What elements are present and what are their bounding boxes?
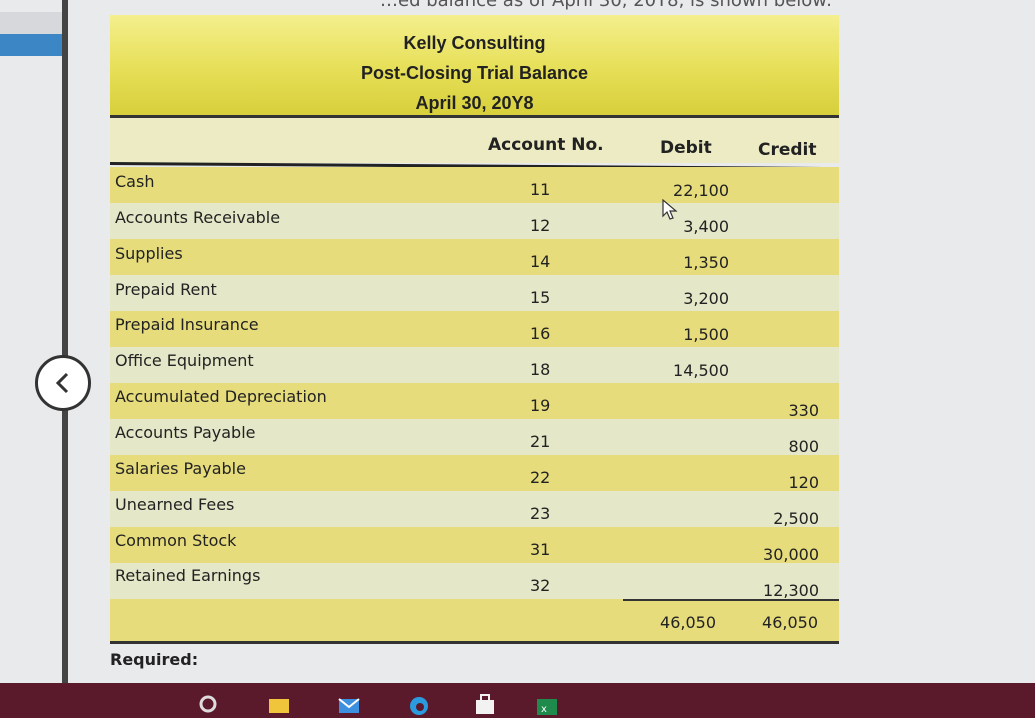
account-number: 23 <box>530 504 551 523</box>
table-row: Salaries Payable 22 120 <box>110 455 839 492</box>
credit-amount: 330 <box>788 401 819 420</box>
taskbar: x <box>0 683 1035 718</box>
column-header-debit: Debit <box>660 138 712 158</box>
debit-amount: 3,400 <box>683 217 729 236</box>
header-divider <box>110 115 839 118</box>
credit-amount: 12,300 <box>763 581 819 600</box>
account-name: Retained Earnings <box>115 566 261 586</box>
account-name: Prepaid Insurance <box>115 315 259 335</box>
table-header: Kelly Consulting Post-Closing Trial Bala… <box>110 15 839 115</box>
account-number: 22 <box>530 468 551 487</box>
table-row: Accumulated Depreciation 19 330 <box>110 383 839 420</box>
back-button[interactable] <box>35 355 91 411</box>
statement-date: April 30, 20Y8 <box>415 93 534 113</box>
account-name: Supplies <box>115 243 183 263</box>
table-row: Accounts Receivable 12 3,400 <box>110 203 839 239</box>
table-row: Common Stock 31 30,000 <box>110 527 839 564</box>
table-row: Office Equipment 18 14,500 <box>110 347 839 383</box>
table-row: Unearned Fees 23 2,500 <box>110 491 839 528</box>
company-name: Kelly Consulting <box>403 33 546 53</box>
debit-amount: 14,500 <box>673 361 729 380</box>
account-name: Accounts Payable <box>115 422 256 442</box>
account-name: Salaries Payable <box>115 458 246 478</box>
account-number: 21 <box>530 432 551 451</box>
total-debit: 46,050 <box>660 613 716 632</box>
account-number: 15 <box>530 288 551 307</box>
account-number: 16 <box>530 324 551 343</box>
account-name: Office Equipment <box>115 351 254 371</box>
file-explorer-icon[interactable] <box>268 693 290 715</box>
table-row: Supplies 14 1,350 <box>110 239 839 275</box>
account-number: 12 <box>530 216 551 235</box>
totals-row <box>110 599 839 643</box>
table-row: Prepaid Rent 15 3,200 <box>110 275 839 311</box>
total-credit: 46,050 <box>762 613 818 632</box>
account-number: 18 <box>530 360 551 379</box>
left-panel-bar <box>0 12 62 34</box>
debit-amount: 3,200 <box>683 289 729 308</box>
account-name: Unearned Fees <box>115 494 235 514</box>
account-number: 32 <box>530 576 551 595</box>
trial-balance-table: Kelly Consulting Post-Closing Trial Bala… <box>109 15 839 646</box>
account-number: 31 <box>530 540 551 559</box>
credit-amount: 30,000 <box>763 545 819 564</box>
debit-amount: 1,500 <box>683 325 729 344</box>
debit-amount: 1,350 <box>683 253 729 272</box>
required-label: Required: <box>110 650 199 669</box>
credit-amount: 120 <box>788 473 819 492</box>
account-number: 19 <box>530 396 551 415</box>
statement-title: Post-Closing Trial Balance <box>360 63 589 83</box>
left-panel-divider <box>62 0 68 690</box>
excel-icon[interactable]: x <box>536 693 558 715</box>
account-name: Prepaid Rent <box>115 279 217 299</box>
search-icon[interactable] <box>197 693 219 715</box>
instruction-text: …ed balance as of April 30, 20Y8, is sho… <box>380 0 833 11</box>
totals-top-rule <box>623 599 839 601</box>
account-name: Cash <box>115 172 155 191</box>
store-icon[interactable] <box>474 693 496 715</box>
table-row: Cash 11 22,100 <box>110 167 839 203</box>
account-name: Accumulated Depreciation <box>115 387 327 407</box>
account-number: 14 <box>530 252 551 271</box>
table-row: Prepaid Insurance 16 1,500 <box>110 311 839 347</box>
svg-text:x: x <box>541 704 547 715</box>
account-name: Common Stock <box>115 530 237 550</box>
account-number: 11 <box>530 180 551 199</box>
column-header-credit: Credit <box>758 140 817 160</box>
credit-amount: 2,500 <box>773 509 819 528</box>
totals-bottom-rule <box>110 641 839 644</box>
column-header-row <box>110 118 839 163</box>
column-header-account-no: Account No. <box>488 135 604 155</box>
mail-icon[interactable] <box>338 693 360 715</box>
chevron-left-icon <box>55 372 69 394</box>
credit-amount: 800 <box>788 437 819 456</box>
edge-browser-icon[interactable] <box>408 693 430 715</box>
table-row: Accounts Payable 21 800 <box>110 419 839 456</box>
table-row: Retained Earnings 32 12,300 <box>110 563 839 600</box>
account-name: Accounts Receivable <box>115 207 281 227</box>
mouse-pointer-icon <box>662 199 678 220</box>
debit-amount: 22,100 <box>673 181 729 200</box>
left-panel-accent <box>0 34 62 56</box>
